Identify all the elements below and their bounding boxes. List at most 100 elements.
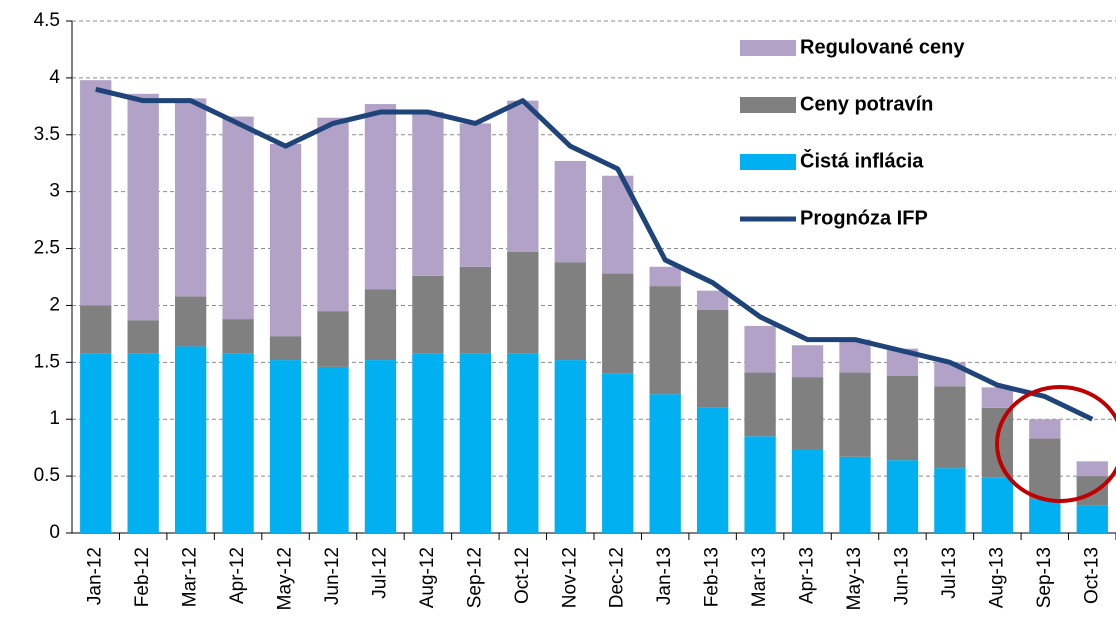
bar-segment [222, 319, 254, 354]
bar-segment [1029, 438, 1061, 499]
bar-segment [127, 93, 159, 321]
bar-segment [507, 100, 539, 252]
x-tick-label: Aug-13 [986, 547, 1007, 608]
bar-segment [791, 377, 824, 450]
bar-segment [886, 460, 919, 533]
x-tick-label: Oct-13 [1081, 547, 1102, 604]
bar-segment [649, 286, 681, 395]
bar-segment [934, 386, 966, 469]
x-tick-label: Mar-13 [749, 547, 770, 607]
bar-segment [1029, 419, 1061, 439]
x-tick-label: Aug-12 [417, 547, 438, 608]
bar-segment [412, 275, 444, 354]
y-tick-label: 4 [49, 67, 60, 88]
bar-segment [886, 375, 919, 461]
bar-segment [412, 353, 444, 533]
x-tick-label: Jun-12 [322, 547, 343, 605]
x-tick-label: Dec-12 [607, 547, 628, 608]
y-tick-label: 0.5 [34, 465, 60, 486]
x-tick-label: Jul-13 [939, 547, 960, 599]
x-tick-label: Feb-12 [132, 547, 153, 607]
bar-segment [649, 266, 681, 287]
bar-segment [222, 353, 254, 533]
bar-segment [744, 325, 776, 373]
bar-segment [839, 372, 871, 457]
bar-segment [269, 336, 302, 361]
line-series [95, 86, 1094, 422]
bar-segment [744, 436, 776, 533]
bar-segment [80, 80, 112, 306]
y-tick-label: 0 [49, 522, 60, 543]
bar-segment [602, 273, 634, 374]
x-tick-label: Apr-12 [227, 547, 248, 604]
x-tick-label: May-12 [275, 547, 296, 610]
bar-segment [269, 360, 302, 533]
bar-segment [744, 372, 776, 437]
bar-segment [364, 360, 397, 533]
x-tick-label: Jul-12 [369, 547, 390, 599]
bar-segment [364, 104, 397, 290]
y-tick-label: 4.5 [34, 10, 60, 31]
bar-segment [80, 305, 112, 354]
y-tick-label: 1 [49, 408, 60, 429]
y-tick-label: 1.5 [34, 351, 60, 372]
bar-segment [174, 296, 207, 347]
annotation-circle [995, 385, 1116, 503]
bar-segment [554, 160, 586, 263]
bar-segment [696, 290, 729, 310]
x-tick-label: Oct-12 [512, 547, 533, 604]
bar-segment [317, 311, 349, 367]
bar-segment [839, 339, 871, 373]
bar-segment [317, 366, 349, 533]
x-tick-label: Apr-13 [797, 547, 818, 604]
bar-segment [127, 320, 159, 354]
y-tick-label: 2.5 [34, 238, 60, 259]
legend-label: Čistá inflácia [800, 148, 924, 172]
bar-segment [507, 251, 539, 354]
x-tick-label: Sep-12 [464, 547, 485, 608]
x-tick-label: Sep-13 [1034, 547, 1055, 608]
bar-segment [507, 353, 539, 533]
bar-segment [174, 98, 207, 297]
x-tick-label: May-13 [844, 547, 865, 610]
bar-segment [791, 345, 824, 378]
x-tick-label: Mar-12 [180, 547, 201, 607]
bar-segment [127, 353, 159, 533]
bar-segment [459, 123, 492, 267]
legend-label: Ceny potravín [800, 93, 933, 115]
bar-segment [791, 449, 824, 533]
bar-segment [364, 289, 397, 361]
bar-segment [1076, 461, 1108, 477]
bar-segment [554, 360, 586, 533]
legend-label: Prognóza IFP [800, 207, 928, 229]
bar-segment [934, 468, 966, 533]
legend-swatch [740, 154, 796, 170]
bar-segment [696, 407, 729, 533]
bar-segment [1076, 505, 1108, 533]
x-tick-label: Jan-13 [654, 547, 675, 605]
bar-segment [649, 394, 681, 533]
y-tick-label: 3.5 [34, 124, 60, 145]
legend-label: Regulované ceny [800, 36, 965, 58]
bar-segment [459, 266, 492, 354]
bar-segment [554, 262, 586, 361]
bar-segment [839, 456, 871, 533]
legend-swatch [740, 97, 796, 113]
bar-segment [1029, 498, 1061, 533]
bar-segment [80, 353, 112, 533]
x-tick-label: Feb-13 [702, 547, 723, 607]
bar-segment [981, 387, 1014, 408]
bar-segment [696, 309, 729, 408]
bar-segment [981, 477, 1014, 533]
bar-segment [412, 112, 444, 276]
x-tick-label: Jun-13 [891, 547, 912, 605]
bar-segment [602, 373, 634, 533]
bar-segment [459, 353, 492, 533]
bar-segment [317, 117, 349, 312]
bar-segment [222, 116, 254, 320]
x-tick-label: Jan-12 [85, 547, 106, 605]
y-tick-label: 2 [49, 294, 60, 315]
bar-segment [269, 143, 302, 337]
bar-segment [174, 346, 207, 533]
